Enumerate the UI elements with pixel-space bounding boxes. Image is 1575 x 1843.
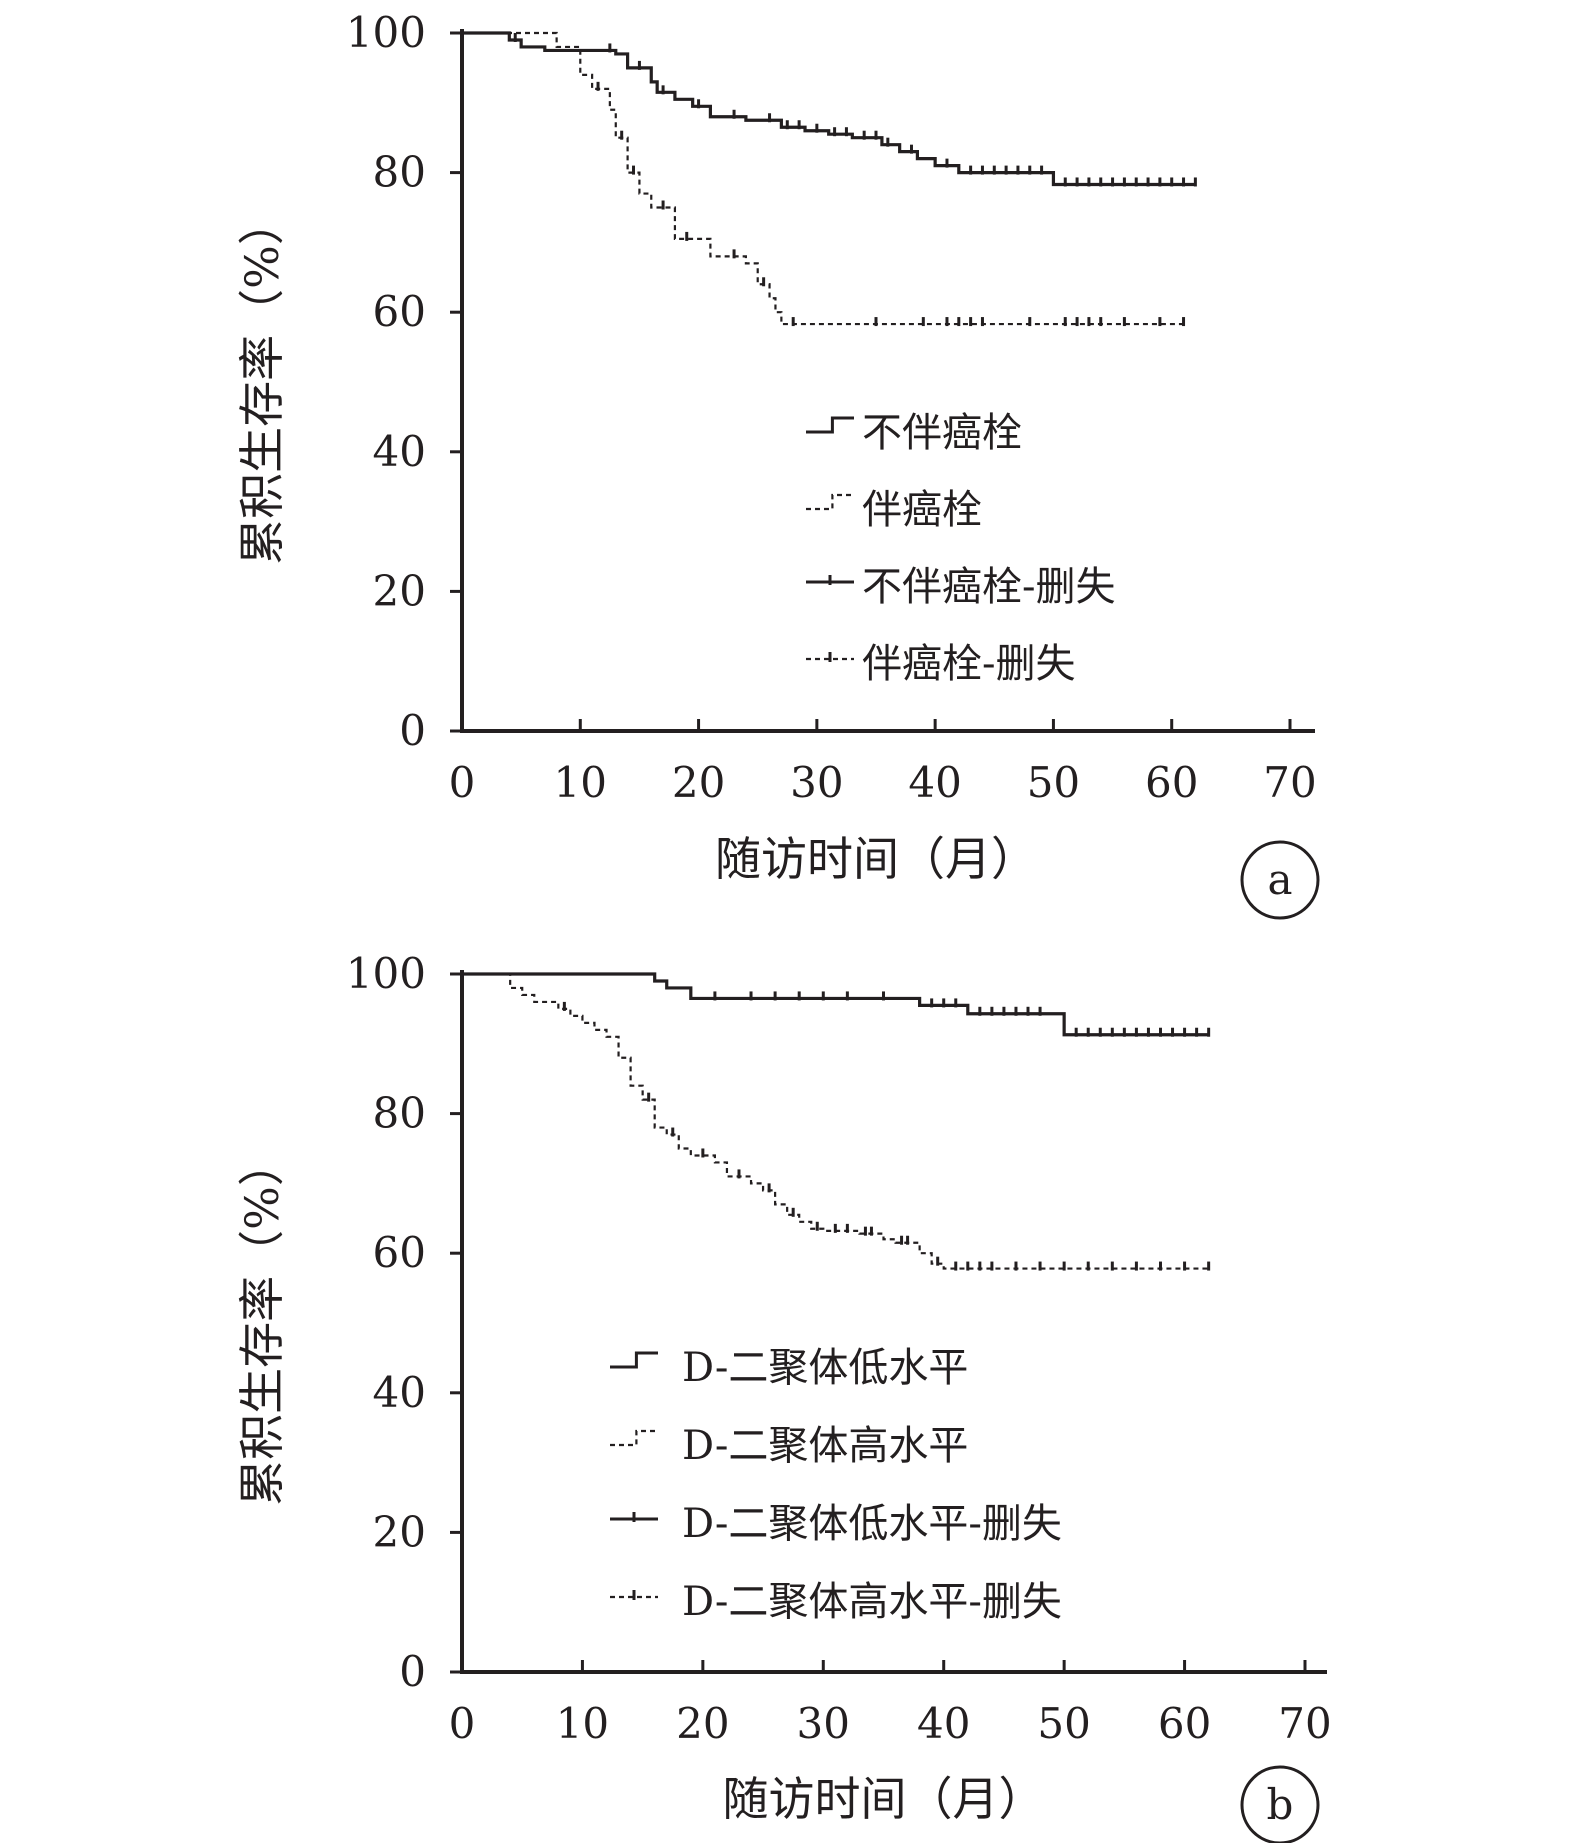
x-tick-label: 70 (1263, 758, 1316, 807)
y-tick-label: 100 (346, 949, 426, 998)
x-tick-label: 60 (1158, 1699, 1211, 1748)
x-tick-label: 50 (1027, 758, 1080, 807)
series-line-2 (462, 972, 1209, 1270)
series-line-2 (462, 31, 1184, 326)
series-line-1 (462, 31, 1196, 187)
legend-label-4: 伴癌栓-删失 (862, 641, 1076, 687)
y-tick-label: 60 (373, 287, 426, 336)
x-tick-label: 50 (1037, 1699, 1090, 1748)
y-axis-title: 累积生存率（%） (235, 1140, 289, 1506)
legend-label-1: 不伴癌栓 (862, 410, 1022, 456)
y-tick-label: 40 (373, 1368, 426, 1417)
legend-label-1: D-二聚体低水平 (682, 1345, 968, 1391)
y-tick-label: 80 (373, 1089, 426, 1138)
x-tick-label: 30 (797, 1699, 850, 1748)
y-tick-label: 80 (373, 148, 426, 197)
y-axis-title: 累积生存率（%） (235, 199, 289, 565)
series-line-1 (462, 972, 1209, 1037)
x-tick-label: 40 (917, 1699, 970, 1748)
y-tick-label: 0 (399, 706, 426, 755)
panel-letter: b (1267, 1780, 1294, 1829)
x-tick-label: 0 (449, 758, 476, 807)
legend-swatch-1 (806, 416, 854, 434)
legend-label-3: 不伴癌栓-删失 (862, 564, 1116, 610)
km-panel-a: 0 20 40 60 80 100 0 10 20 30 40 50 60 70 随访时间（月） 累积生存率（… (235, 8, 1320, 920)
x-tick-label: 70 (1278, 1699, 1331, 1748)
km-panel-b: 0 20 40 60 80 100 0 10 20 30 40 50 60 70 随访时间（月） 累积生存率（… (235, 949, 1332, 1843)
legend-label-2: D-二聚体高水平 (682, 1423, 968, 1469)
legend-label-3: D-二聚体低水平-删失 (682, 1501, 1062, 1547)
y-tick-label: 0 (399, 1647, 426, 1696)
x-tick-label: 20 (676, 1699, 729, 1748)
y-tick-label: 20 (373, 566, 426, 615)
y-tick-label: 60 (373, 1228, 426, 1277)
x-axis-title: 随访时间（月） (723, 1772, 1045, 1826)
x-tick-label: 60 (1145, 758, 1198, 807)
panel-letter-circle (1240, 840, 1320, 920)
x-tick-label: 20 (672, 758, 725, 807)
x-axis-title: 随访时间（月） (715, 832, 1037, 886)
x-tick-label: 10 (556, 1699, 609, 1748)
panel-letter-circle (1240, 1765, 1320, 1843)
legend-label-4: D-二聚体高水平-删失 (682, 1579, 1062, 1625)
y-tick-label: 100 (346, 8, 426, 57)
x-tick-label: 40 (908, 758, 961, 807)
x-tick-label: 10 (554, 758, 607, 807)
panel-letter: a (1267, 855, 1292, 904)
y-tick-label: 20 (373, 1507, 426, 1556)
x-tick-label: 0 (449, 1699, 476, 1748)
legend-swatch-1 (610, 1351, 658, 1369)
legend-swatch-2 (610, 1429, 658, 1447)
y-tick-label: 40 (373, 427, 426, 476)
legend-label-2: 伴癌栓 (862, 487, 982, 533)
x-tick-label: 30 (790, 758, 843, 807)
legend-swatch-2 (806, 493, 854, 511)
